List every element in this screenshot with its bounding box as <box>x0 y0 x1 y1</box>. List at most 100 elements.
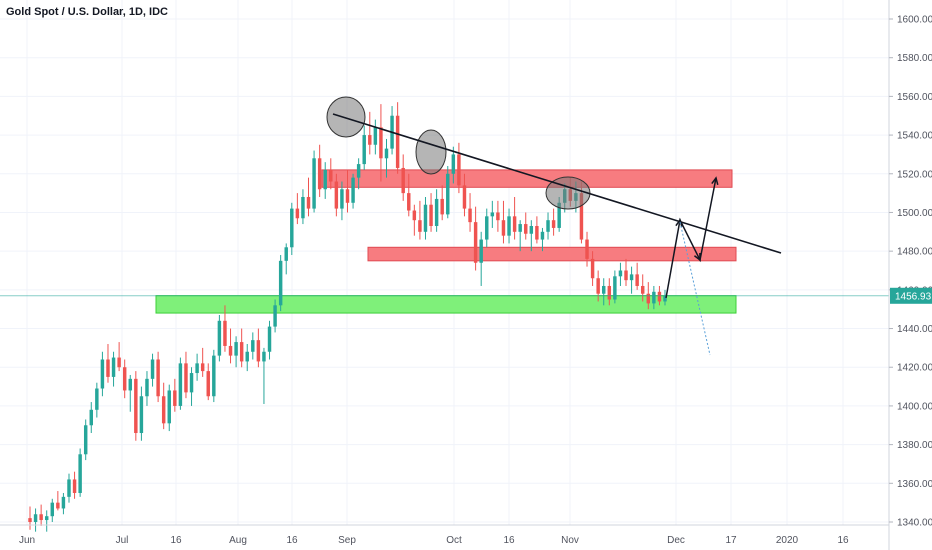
candle-body <box>434 198 439 227</box>
candle-body <box>629 274 634 281</box>
candle-body <box>100 359 105 389</box>
x-tick-label: 16 <box>170 535 182 546</box>
candle-body <box>652 291 656 304</box>
candle-body <box>306 196 311 209</box>
candle-body <box>440 198 444 215</box>
y-tick-label: 1380.00 <box>897 440 932 451</box>
candle-body <box>468 208 472 223</box>
candle-body <box>134 378 138 434</box>
candle-body <box>546 220 550 232</box>
candle-body <box>223 320 227 346</box>
candle-body <box>72 479 77 493</box>
candle-body <box>228 345 233 356</box>
candle-body <box>529 226 534 234</box>
candle-body <box>657 291 662 302</box>
candle-body <box>613 276 617 300</box>
y-tick-label: 1480.00 <box>897 247 932 258</box>
candle-body <box>490 212 495 217</box>
x-tick-label: 16 <box>286 535 298 546</box>
candle-body <box>256 340 261 362</box>
candle-body <box>278 260 283 306</box>
arrowhead-up-1 <box>675 218 683 227</box>
candle-body <box>111 357 116 377</box>
arrowhead-up-2 <box>711 176 719 185</box>
candle-body <box>351 177 355 203</box>
candle-body <box>362 135 366 165</box>
candle-body <box>44 516 49 521</box>
candle-body <box>212 355 216 397</box>
candle-body <box>501 220 506 236</box>
candle-body <box>161 396 166 424</box>
candle-body <box>56 502 60 509</box>
candle-body <box>290 208 294 248</box>
y-tick-label: 1500.00 <box>897 208 932 219</box>
x-tick-label: 17 <box>725 535 737 546</box>
candle-body <box>462 185 467 209</box>
candle-body <box>67 479 71 497</box>
candle-body <box>451 154 456 174</box>
candle-body <box>423 204 428 232</box>
y-tick-label: 1340.00 <box>897 518 932 529</box>
candle-body <box>551 220 556 228</box>
candle-body <box>178 363 183 406</box>
candle-body <box>368 135 372 145</box>
candle-body <box>33 514 38 522</box>
candle-body <box>624 270 628 281</box>
resistance-zone <box>321 169 733 188</box>
candle-body <box>78 454 82 493</box>
candle-body <box>312 158 316 209</box>
candle-body <box>590 258 595 279</box>
candle-body <box>50 502 55 517</box>
candle-body <box>401 167 405 194</box>
candle-body <box>512 216 517 232</box>
candle-body <box>61 496 66 509</box>
candle-body <box>145 378 149 397</box>
x-tick-label: Nov <box>561 535 579 546</box>
y-tick-label: 1520.00 <box>897 169 932 180</box>
candle-body <box>524 224 528 234</box>
candle-body <box>301 196 305 219</box>
y-tick-label: 1440.00 <box>897 324 932 335</box>
candle-body <box>395 115 400 168</box>
candle-body <box>245 351 249 362</box>
x-tick-label: Oct <box>446 535 462 546</box>
candle-body <box>95 388 99 410</box>
candle-body <box>518 224 522 232</box>
y-tick-label: 1540.00 <box>897 131 932 142</box>
arrowhead-down <box>693 252 701 262</box>
x-tick-label: 2020 <box>776 535 799 546</box>
candle-body <box>28 518 32 522</box>
candle-body <box>540 231 545 240</box>
resistance-zone <box>367 246 737 262</box>
candle-body <box>239 342 244 362</box>
last-price-label: 1456.93 <box>895 291 932 302</box>
y-tick-label: 1420.00 <box>897 363 932 374</box>
alt-dotted-path <box>679 221 711 356</box>
candle-body <box>117 357 121 368</box>
candle-body <box>323 169 327 190</box>
candle-body <box>189 373 194 393</box>
candle-body <box>373 127 378 145</box>
candle-body <box>273 305 277 327</box>
candle-body <box>457 154 461 186</box>
candle-body <box>635 274 639 286</box>
candle-body <box>384 148 389 159</box>
y-tick-label: 1600.00 <box>897 15 932 26</box>
candle-body <box>535 226 539 240</box>
candle-body <box>345 189 350 203</box>
candle-body <box>106 359 110 377</box>
chart-title: Gold Spot / U.S. Dollar, 1D, IDC <box>6 6 168 18</box>
candle-body <box>128 378 132 391</box>
candle-body <box>356 164 361 178</box>
candle-body <box>295 208 300 219</box>
candle-body <box>156 359 160 397</box>
x-tick-label: Dec <box>667 535 685 546</box>
candle-body <box>579 193 584 240</box>
candle-body <box>195 363 199 374</box>
candle-body <box>150 359 155 379</box>
candles <box>28 102 667 532</box>
candle-body <box>379 127 383 159</box>
candle-body <box>329 169 333 182</box>
candle-body <box>200 363 205 372</box>
